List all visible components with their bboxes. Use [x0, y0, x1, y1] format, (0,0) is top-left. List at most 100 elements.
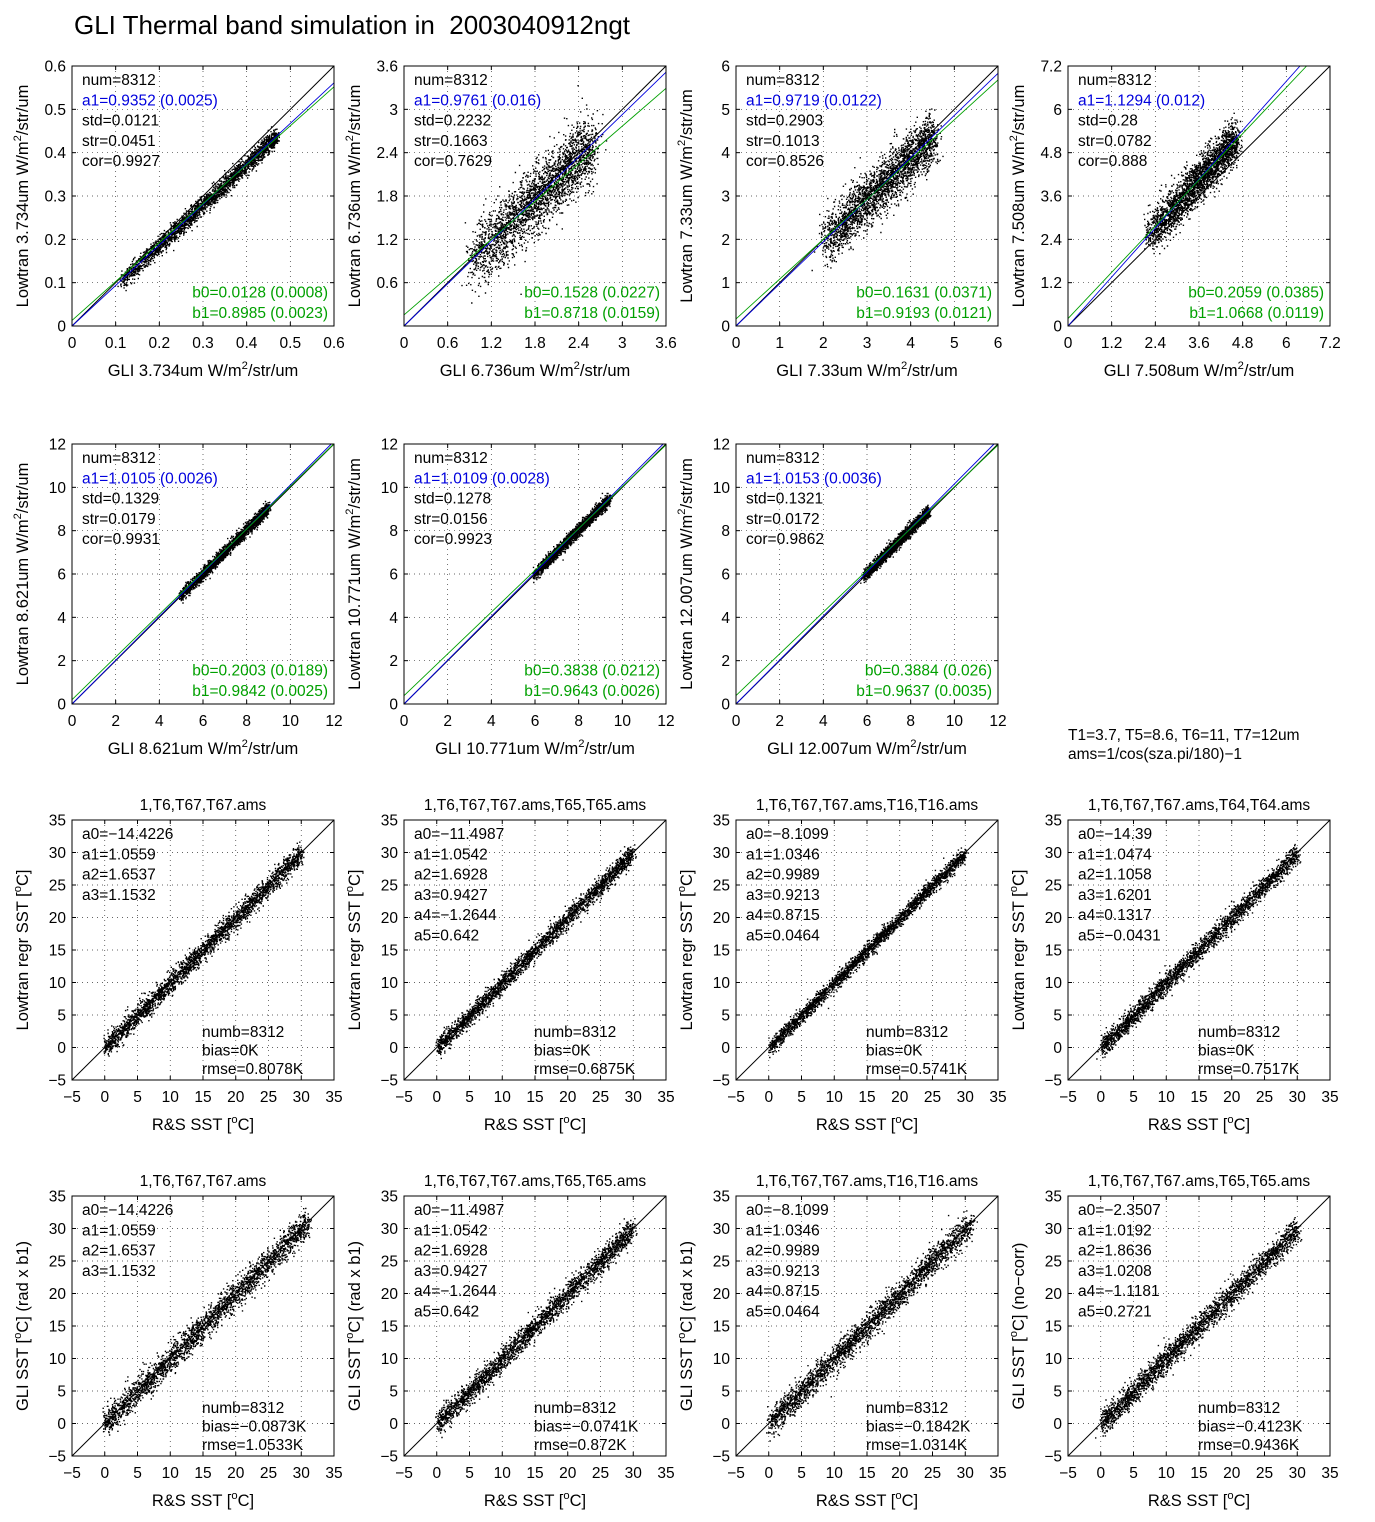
stats-top: num=8312 a1=1.1294 (0.012) std=0.28 str=0.0… [1078, 72, 1205, 170]
x-tick-label: 12 [325, 713, 342, 730]
tick-labels: −5−5 0 0 5 5 10 10 15 15 20 20 25 25 30 30 35 35 [1044, 1189, 1338, 1483]
one-to-one-line [1067, 65, 1331, 327]
y-tick-label: 25 [1045, 1254, 1062, 1271]
stat-line: rmse=1.0314K [866, 1437, 968, 1454]
tick-labels: 00 0.1 0.1 0.2 0.2 0.3 0.3 0.4 0.4 0.5 0.5 0.6 0.6 [44, 59, 344, 353]
stat-line: str=0.0451 [82, 133, 156, 150]
y-tick-label: 35 [1045, 1189, 1062, 1206]
stat-line: b0=0.1528 (0.0227) [524, 285, 660, 302]
stats-top: a0=−11.4987 a1=1.0542 a2=1.6928 a3=0.9427 a4… [414, 826, 504, 945]
x-tick-label: 0 [100, 1465, 109, 1482]
fit-line-b [735, 79, 999, 320]
stat-line: b1=0.8985 (0.0023) [192, 305, 328, 322]
x-tick-label: 0.3 [192, 335, 214, 352]
stat-line: a1=1.0559 [82, 846, 156, 863]
stat-line: cor=0.888 [1078, 153, 1147, 170]
fit-line-b [71, 86, 335, 321]
y-tick-label: 3.6 [376, 59, 398, 76]
y-tick-label: 5 [389, 1008, 398, 1025]
one-to-one-line [403, 819, 667, 1081]
stat-line: a4=−1.2644 [414, 907, 497, 924]
x-tick-label: 20 [891, 1465, 909, 1482]
stat-line: b0=0.0128 (0.0008) [192, 285, 328, 302]
x-tick-label: 8 [906, 713, 915, 730]
stat-line: a3=0.9213 [746, 887, 820, 904]
stat-line: num=8312 [82, 72, 156, 89]
y-axis-label: GLI SST [oC] (rad x b1) [676, 1241, 696, 1411]
stat-line: std=0.1329 [82, 491, 159, 508]
y-tick-label: 6 [389, 567, 398, 584]
x-axis-label: GLI 12.007um W/m2/str/um [767, 738, 967, 758]
y-axis-label: Lowtran 6.736um W/m2/str/um [344, 85, 364, 308]
stat-line: a0=−8.1099 [746, 826, 829, 843]
stat-line: a4=0.8715 [746, 1283, 820, 1300]
stat-line: a2=1.6928 [414, 1243, 488, 1260]
stat-line: a1=0.9719 (0.0122) [746, 92, 882, 109]
y-tick-label: 0.5 [44, 102, 66, 119]
x-tick-label: 0 [400, 713, 409, 730]
y-tick-label: 10 [381, 975, 399, 992]
y-tick-label: 0.1 [44, 275, 66, 292]
stat-line: bias=−0.4123K [1198, 1419, 1303, 1436]
y-tick-label: 10 [713, 1351, 731, 1368]
y-tick-label: 0 [721, 1416, 730, 1433]
x-tick-label: 25 [260, 1089, 277, 1106]
stat-line: a4=0.1317 [1078, 907, 1152, 924]
x-tick-label: 5 [133, 1089, 142, 1106]
stats-top: num=8312 a1=0.9352 (0.0025) std=0.0121 str=… [82, 72, 218, 170]
y-axis-label: Lowtran 7.33um W/m2/str/um [676, 89, 696, 302]
y-tick-label: 0 [1053, 319, 1062, 336]
x-axis-label: GLI 7.508um W/m2/str/um [1104, 360, 1295, 380]
one-to-one-line [735, 1195, 999, 1457]
y-tick-label: 15 [49, 1319, 66, 1336]
y-tick-label: 25 [49, 878, 66, 895]
stat-line: a2=1.8636 [1078, 1243, 1152, 1260]
point-cloud [1096, 843, 1302, 1060]
y-tick-label: 6 [57, 567, 66, 584]
y-tick-label: 0.2 [44, 232, 66, 249]
stat-line: a3=1.1532 [82, 887, 156, 904]
stat-line: b0=0.2059 (0.0385) [1188, 285, 1324, 302]
stat-line: a1=1.0105 (0.0026) [82, 470, 218, 487]
scatter-points [860, 504, 932, 584]
y-tick-label: 0 [57, 319, 66, 336]
y-tick-label: 5 [1053, 1008, 1062, 1025]
tick-labels: −5−5 0 0 5 5 10 10 15 15 20 20 25 25 30 30 35 35 [380, 1189, 674, 1483]
stat-line: str=0.1663 [414, 133, 488, 150]
stat-line: str=0.1013 [746, 133, 820, 150]
x-tick-label: 30 [957, 1089, 975, 1106]
x-tick-label: 10 [494, 1089, 512, 1106]
stat-line: a2=0.9989 [746, 867, 820, 884]
tick-labels: −5−5 0 0 5 5 10 10 15 15 20 20 25 25 30 30 35 35 [1044, 813, 1338, 1107]
y-tick-label: 30 [1045, 1221, 1063, 1238]
x-axis-label: R&S SST [oC] [1148, 1114, 1250, 1134]
panel-title: 1,T6,T67,T67.ams,T65,T65.ams [424, 1173, 647, 1190]
y-axis-label: GLI SST [oC] (rad x b1) [344, 1241, 364, 1411]
point-cloud [461, 85, 608, 304]
y-tick-label: 5 [721, 102, 730, 119]
stat-line: bias=0K [866, 1043, 923, 1060]
tick-labels: 0 0.6 0.6 1.2 1.2 1.8 1.8 2.4 2.4 3 3 3.6 3.6 [376, 59, 676, 353]
x-tick-label: 0.6 [437, 335, 459, 352]
tick-labels: 00 1 1 2 2 3 3 4 4 5 5 6 6 [721, 59, 1002, 353]
panel-title: 1,T6,T67,T67.ams [140, 1173, 267, 1190]
stats-bottom: b0=0.0128 (0.0008) b1=0.8985 (0.0023) [192, 285, 328, 322]
y-tick-label: 25 [49, 1254, 66, 1271]
y-tick-label: 10 [381, 1351, 399, 1368]
x-tick-label: 1.2 [481, 335, 503, 352]
stat-line: a3=0.9213 [746, 1263, 820, 1280]
stat-line: str=0.0179 [82, 511, 156, 528]
y-tick-label: 35 [713, 1189, 730, 1206]
panel-10: −5−5 0 0 5 5 10 10 15 15 20 20 25 25 30 30 35 35 R&S SST … [676, 797, 1007, 1134]
stat-line: a1=1.1294 (0.012) [1078, 92, 1205, 109]
x-tick-label: 25 [1256, 1089, 1273, 1106]
x-tick-label: 5 [797, 1465, 806, 1482]
stats-top: a0=−14.39 a1=1.0474 a2=1.1058 a3=1.6201 a4=0… [1078, 826, 1161, 945]
fit-line-b [403, 444, 667, 697]
stats-top: a0=−8.1099 a1=1.0346 a2=0.9989 a3=0.9213 a4=… [746, 826, 829, 945]
stat-line: a2=0.9989 [746, 1243, 820, 1260]
panel-6: 00 2 2 4 4 6 6 8 8 10 10 12 12 GLI 10.771um W/m2/str/… [344, 437, 675, 759]
x-tick-label: 20 [891, 1089, 909, 1106]
